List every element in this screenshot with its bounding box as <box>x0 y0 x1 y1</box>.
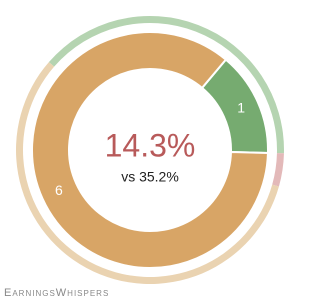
center-value: 14.3% <box>105 127 196 163</box>
outer-ring-segment <box>272 153 284 187</box>
donut-segment <box>31 31 269 269</box>
chart: 1 6 14.3% vs 35.2% EarningsWhispers <box>4 16 285 299</box>
segment-label: 6 <box>55 182 63 198</box>
center-comparison: vs 35.2% <box>121 169 179 185</box>
segment-label: 1 <box>237 100 245 116</box>
footer-brand: EarningsWhispers <box>4 287 109 299</box>
